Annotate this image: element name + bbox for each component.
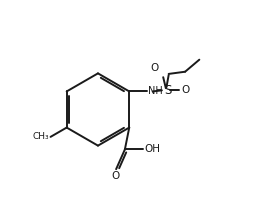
Text: OH: OH: [144, 145, 160, 154]
Text: O: O: [151, 63, 159, 73]
Text: NH: NH: [148, 87, 163, 96]
Text: CH₃: CH₃: [32, 132, 49, 141]
Text: S: S: [164, 84, 172, 97]
Text: O: O: [181, 85, 189, 95]
Text: O: O: [111, 171, 119, 181]
